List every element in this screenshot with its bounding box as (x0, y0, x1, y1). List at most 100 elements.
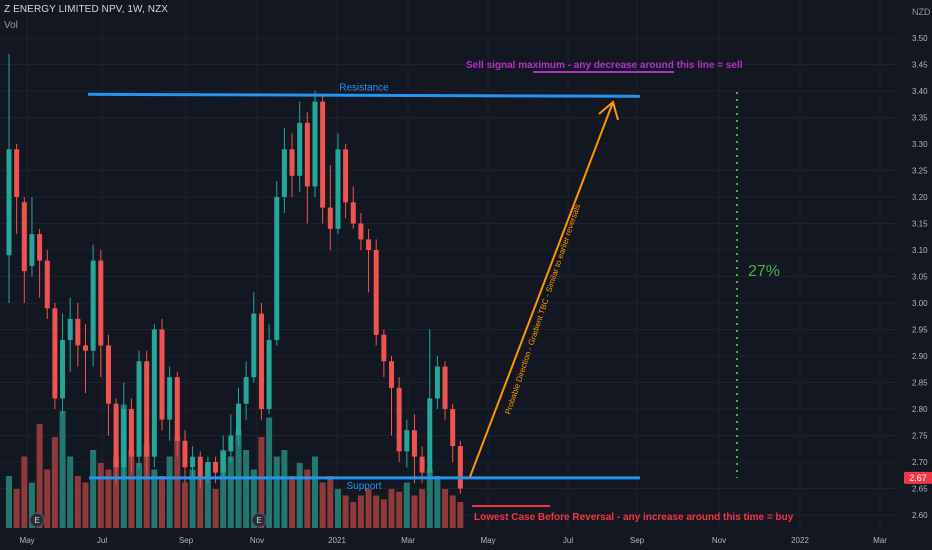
candle-body (37, 234, 43, 261)
time-tick: Nov (712, 536, 726, 545)
time-tick: 2021 (328, 536, 346, 545)
price-axis[interactable]: 3.50 3.45 3.40 3.35 3.30 3.25 3.20 3.15 3.10 3.05… (912, 34, 928, 520)
volume-bar (434, 476, 441, 528)
earnings-marker-label: E (34, 516, 39, 525)
volume-bar (90, 450, 97, 528)
volume-bar (97, 463, 104, 528)
volume-bar (51, 437, 58, 528)
volume-bar (28, 482, 35, 528)
candle-body (358, 223, 364, 240)
candle-body (67, 318, 73, 341)
candle-body (266, 340, 272, 409)
candle-body (228, 435, 234, 452)
volume-bar (197, 476, 204, 528)
candle-body (174, 377, 180, 441)
volume-bar (357, 495, 364, 528)
projection-arrow[interactable] (469, 100, 619, 478)
volume-bar (457, 502, 464, 528)
candle-body (312, 101, 318, 187)
price-tick: 2.95 (912, 326, 928, 335)
time-tick: Jul (97, 536, 107, 545)
candle-body (450, 409, 456, 447)
candle-body (366, 239, 372, 250)
volume-bar (312, 456, 318, 528)
candle-body (75, 318, 81, 346)
buy-signal-note: Lowest Case Before Reversal - any increa… (474, 512, 794, 523)
volume-bar (44, 469, 51, 528)
volume-label: Vol (4, 20, 18, 31)
volume-bar (373, 495, 380, 528)
volume-bar (296, 463, 303, 528)
resistance-line[interactable] (87, 92, 641, 98)
candle-body (14, 149, 20, 197)
volume-bar (319, 482, 326, 528)
candle-body (335, 149, 341, 229)
time-tick: May (480, 536, 495, 545)
price-tick: 3.00 (912, 299, 928, 308)
candle-body (128, 409, 134, 457)
earnings-marker-label: E (256, 516, 261, 525)
volume-bar (136, 463, 143, 528)
volume-bar (342, 495, 349, 528)
volume-bar (281, 450, 288, 528)
candle-body (457, 446, 463, 489)
volume-bar (6, 476, 12, 528)
time-tick: Sep (179, 536, 194, 545)
candle-body (320, 101, 326, 208)
volume-bar (74, 476, 81, 528)
candle-body (327, 207, 333, 229)
price-tick: 2.80 (912, 405, 928, 414)
symbol-title[interactable]: Z ENERGY LIMITED NPV, 1W, NZX (4, 4, 169, 15)
price-tick: 3.45 (912, 61, 928, 70)
candle-body (98, 260, 104, 346)
time-tick: Mar (401, 536, 415, 545)
candle-body (144, 361, 150, 457)
volume-bar (449, 495, 456, 528)
candle-body (350, 202, 356, 224)
candle-body (220, 451, 226, 473)
candle-body (29, 234, 35, 266)
candle-body (60, 340, 66, 399)
candle-body (404, 430, 410, 452)
time-axis[interactable]: May Jul Sep Nov 2021 Mar May Jul Sep Nov 2022 Mar (19, 536, 887, 545)
price-tick: 3.15 (912, 220, 928, 229)
volume-bar (350, 502, 357, 528)
volume-bar (258, 437, 265, 528)
volume-bar (365, 489, 372, 528)
last-price-tag: 2.67 (904, 471, 932, 484)
candle-body (6, 149, 12, 256)
candle-body (21, 202, 27, 272)
volume-bar (426, 469, 433, 528)
grid-lines (0, 0, 898, 530)
candle-body (182, 440, 188, 468)
price-tick: 3.10 (912, 246, 928, 255)
candle-body (52, 308, 58, 399)
last-price-tag-bg (904, 471, 932, 484)
volume-bars (6, 404, 464, 528)
candle-body (167, 377, 173, 420)
earnings-marker[interactable]: E (251, 512, 267, 528)
price-tick: 2.60 (912, 511, 928, 520)
candle-body (442, 366, 448, 409)
earnings-marker-bg (29, 512, 45, 528)
volume-bar (243, 450, 250, 528)
volume-bar (105, 469, 112, 528)
candle-body (121, 409, 127, 468)
last-price-value: 2.67 (909, 473, 927, 483)
candle-body (343, 149, 349, 203)
volume-bar (304, 469, 311, 528)
volume-bar (166, 456, 173, 528)
direction-note: Probable Direction - Gradient TBC - Simi… (503, 203, 582, 416)
price-tick: 3.50 (912, 34, 928, 43)
candle-body (251, 313, 257, 378)
volume-bar (159, 476, 165, 528)
volume-bar (250, 469, 257, 528)
price-tick: 3.30 (912, 140, 928, 149)
earnings-marker[interactable]: E (29, 512, 45, 528)
price-tick: 2.70 (912, 458, 928, 467)
percent-label: 27% (748, 263, 780, 280)
price-tick: 2.65 (912, 485, 928, 494)
candle-body (258, 313, 264, 409)
